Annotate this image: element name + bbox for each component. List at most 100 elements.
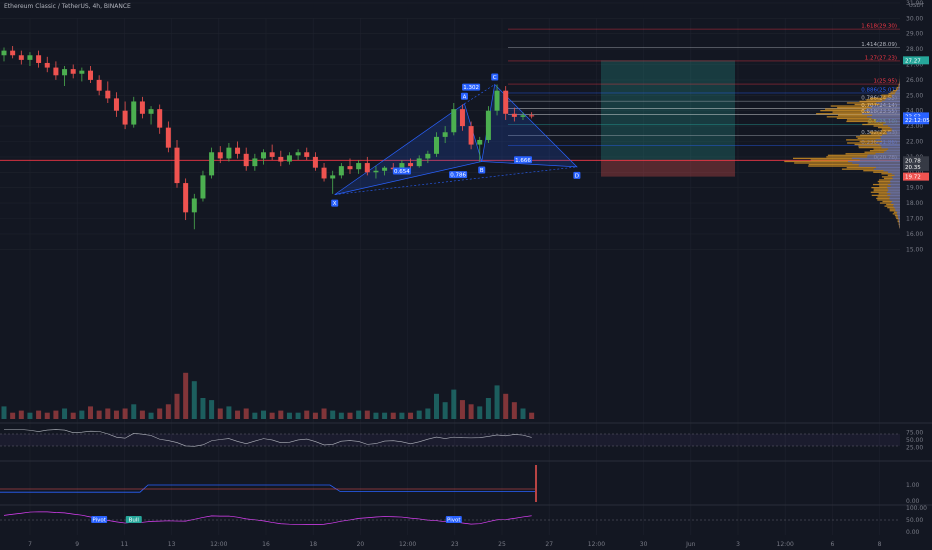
volume-bar bbox=[529, 412, 535, 419]
candle-body bbox=[304, 152, 310, 157]
volume-profile-bar-alt bbox=[886, 191, 900, 193]
volume-profile-bar bbox=[869, 131, 900, 133]
volume-profile-bar bbox=[816, 113, 900, 115]
volume-profile-bar bbox=[898, 85, 900, 87]
volume-profile-bar-alt bbox=[875, 120, 900, 123]
volume-profile-bar bbox=[881, 130, 900, 132]
volume-profile-bar bbox=[857, 137, 900, 140]
candle-body bbox=[373, 170, 379, 173]
candle-body bbox=[174, 147, 180, 184]
volume-profile-bar-alt bbox=[862, 113, 900, 115]
volume-bar bbox=[278, 410, 284, 419]
volume-profile-bar-alt bbox=[889, 196, 900, 198]
price-tick-label: 27.00 bbox=[906, 62, 923, 69]
candle-body bbox=[157, 109, 163, 128]
time-tick-label: Jun bbox=[685, 541, 696, 548]
candle-body bbox=[425, 153, 431, 159]
candle-body bbox=[338, 166, 344, 176]
volume-profile-bar-alt bbox=[896, 213, 900, 215]
price-badge-label: 20.78 bbox=[905, 158, 921, 164]
volume-profile-bar-alt bbox=[881, 145, 900, 147]
target-zone bbox=[601, 60, 735, 161]
pattern-ratio-box bbox=[392, 167, 411, 175]
volume-bar bbox=[235, 410, 241, 419]
volume-profile-bar-alt bbox=[875, 139, 900, 141]
candle-body bbox=[330, 175, 336, 179]
volume-profile-bar-alt bbox=[881, 100, 900, 103]
pattern-point-label: C bbox=[493, 75, 497, 81]
candle-body bbox=[286, 155, 292, 162]
candle-body bbox=[148, 109, 154, 114]
volume-bar bbox=[27, 412, 33, 419]
volume-profile-bar-alt bbox=[890, 126, 900, 129]
volume-profile-bar-alt bbox=[890, 202, 900, 204]
candle-body bbox=[494, 90, 500, 111]
volume-profile-bar bbox=[878, 193, 900, 195]
rsi-line bbox=[4, 429, 532, 447]
volume-profile-bar bbox=[846, 102, 900, 104]
pattern-point-box bbox=[478, 166, 486, 174]
volume-profile-bar bbox=[792, 157, 900, 160]
volume-bar bbox=[364, 410, 370, 419]
volume-profile-bar bbox=[878, 182, 900, 184]
price-badge-label: 22:12:05 bbox=[905, 118, 930, 124]
volume-profile-bar-alt bbox=[864, 110, 900, 112]
price-badge bbox=[903, 162, 929, 171]
pattern-point-box bbox=[460, 92, 468, 100]
harmonic-ac bbox=[464, 84, 495, 105]
volume-profile-bar-alt bbox=[859, 159, 900, 161]
volume-profile-bar bbox=[890, 91, 900, 93]
price-badge-label: 27.27 bbox=[905, 58, 921, 64]
volume-profile-bar bbox=[784, 160, 900, 163]
volume-profile-bar bbox=[873, 148, 900, 150]
fib-level-label: 0.886(25.07) bbox=[861, 87, 897, 93]
volume-bar bbox=[243, 408, 249, 419]
volume-bar bbox=[408, 412, 414, 419]
volume-profile-bar-alt bbox=[890, 193, 900, 195]
candle-body bbox=[183, 183, 189, 213]
indicator-label: Bull bbox=[129, 518, 140, 524]
volume-profile-bar bbox=[826, 116, 900, 118]
time-tick-label: 9 bbox=[75, 541, 79, 548]
volume-profile-bar-alt bbox=[894, 207, 900, 209]
time-tick-label: 6 bbox=[830, 541, 834, 548]
volume-profile-bar-alt bbox=[890, 185, 900, 187]
candle-body bbox=[529, 115, 535, 117]
volume-bar bbox=[261, 410, 266, 419]
pattern-ratio-label: 1.302 bbox=[463, 85, 479, 91]
volume-profile-bar-alt bbox=[872, 114, 900, 116]
volume-profile-bar-alt bbox=[879, 103, 900, 106]
volume-profile-bar-alt bbox=[875, 153, 900, 155]
volume-profile-bar-alt bbox=[898, 88, 900, 90]
volume-profile-bar bbox=[866, 99, 900, 101]
volume-bar bbox=[312, 412, 318, 419]
mid-tick-label: 0.00 bbox=[906, 498, 920, 505]
volume-profile-bar bbox=[808, 163, 900, 166]
volume-bar bbox=[200, 398, 206, 419]
volume-profile-bar bbox=[898, 223, 900, 226]
volume-profile-bar bbox=[879, 179, 900, 181]
candle-body bbox=[70, 69, 76, 74]
volume-bar bbox=[451, 389, 457, 419]
volume-bar bbox=[174, 393, 180, 419]
candle-body bbox=[312, 156, 318, 168]
volume-profile-bar-alt bbox=[886, 133, 900, 135]
volume-profile-bar bbox=[836, 117, 900, 119]
candle-body bbox=[321, 167, 327, 179]
volume-profile-bar-alt bbox=[869, 111, 900, 113]
volume-bar bbox=[191, 381, 197, 419]
candle-body bbox=[139, 101, 145, 114]
volume-profile-bar-alt bbox=[879, 143, 900, 146]
volume-profile-bar-alt bbox=[889, 180, 900, 183]
volume-bar bbox=[442, 402, 448, 419]
candle-body bbox=[96, 79, 102, 91]
volume-bar bbox=[252, 412, 258, 419]
volume-profile-bar bbox=[845, 153, 900, 155]
candle-body bbox=[131, 101, 137, 125]
volume-profile-bar-alt bbox=[881, 140, 900, 143]
time-tick-label: 7 bbox=[28, 541, 32, 548]
candle-body bbox=[416, 158, 422, 167]
volume-profile-bar-alt bbox=[866, 156, 900, 158]
candle-body bbox=[408, 163, 414, 167]
